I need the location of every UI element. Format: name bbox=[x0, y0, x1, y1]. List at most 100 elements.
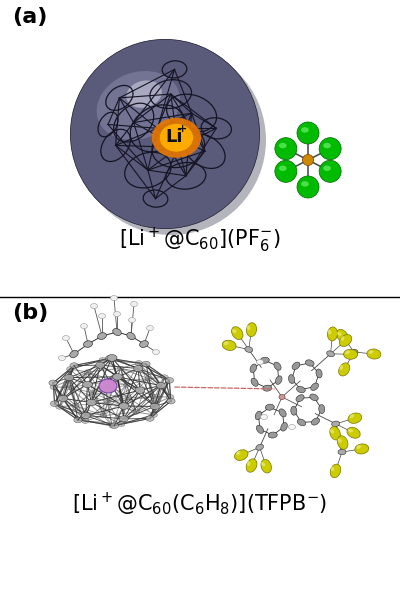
Ellipse shape bbox=[246, 459, 257, 472]
Text: $\mathregular{[Li^+@C_{60}](PF_6^{-})}$: $\mathregular{[Li^+@C_{60}](PF_6^{-})}$ bbox=[119, 225, 281, 255]
Ellipse shape bbox=[260, 414, 268, 419]
Ellipse shape bbox=[260, 357, 269, 364]
Ellipse shape bbox=[81, 412, 90, 419]
Ellipse shape bbox=[65, 375, 74, 381]
Ellipse shape bbox=[76, 45, 266, 235]
Ellipse shape bbox=[126, 80, 162, 108]
Ellipse shape bbox=[74, 417, 82, 423]
Ellipse shape bbox=[99, 357, 106, 362]
Ellipse shape bbox=[261, 460, 272, 473]
Ellipse shape bbox=[330, 464, 341, 478]
Ellipse shape bbox=[96, 362, 105, 368]
Ellipse shape bbox=[50, 401, 59, 406]
Ellipse shape bbox=[159, 124, 194, 152]
Ellipse shape bbox=[156, 382, 165, 389]
Ellipse shape bbox=[145, 376, 152, 381]
Ellipse shape bbox=[288, 375, 295, 384]
Ellipse shape bbox=[279, 143, 287, 148]
Ellipse shape bbox=[331, 466, 334, 471]
Ellipse shape bbox=[49, 380, 57, 386]
Ellipse shape bbox=[350, 414, 354, 418]
Ellipse shape bbox=[297, 176, 319, 198]
Ellipse shape bbox=[296, 386, 305, 393]
Ellipse shape bbox=[274, 362, 281, 370]
Ellipse shape bbox=[296, 395, 304, 401]
Ellipse shape bbox=[72, 403, 79, 408]
Ellipse shape bbox=[256, 359, 264, 365]
Ellipse shape bbox=[279, 395, 285, 400]
Ellipse shape bbox=[127, 332, 135, 340]
Ellipse shape bbox=[90, 304, 98, 308]
Ellipse shape bbox=[86, 399, 96, 406]
Text: +: + bbox=[178, 124, 187, 134]
Ellipse shape bbox=[355, 444, 369, 454]
Ellipse shape bbox=[268, 432, 277, 438]
Ellipse shape bbox=[247, 461, 250, 466]
Text: $\mathregular{[Li^+@C_{60}(C_6H_8)](TFPB^{-})}$: $\mathregular{[Li^+@C_{60}(C_6H_8)](TFPB… bbox=[72, 490, 328, 518]
Ellipse shape bbox=[50, 384, 58, 389]
Ellipse shape bbox=[140, 341, 148, 348]
Ellipse shape bbox=[246, 323, 256, 337]
Ellipse shape bbox=[66, 385, 72, 389]
Ellipse shape bbox=[281, 422, 287, 431]
Ellipse shape bbox=[305, 360, 314, 366]
Ellipse shape bbox=[336, 329, 348, 342]
Ellipse shape bbox=[297, 122, 319, 144]
Ellipse shape bbox=[337, 436, 348, 449]
Ellipse shape bbox=[332, 421, 340, 427]
Ellipse shape bbox=[133, 410, 140, 414]
Ellipse shape bbox=[347, 427, 360, 438]
Ellipse shape bbox=[135, 360, 142, 365]
Ellipse shape bbox=[328, 327, 338, 341]
Ellipse shape bbox=[114, 312, 120, 316]
Ellipse shape bbox=[70, 363, 78, 368]
Ellipse shape bbox=[80, 324, 88, 329]
Ellipse shape bbox=[118, 422, 125, 427]
Ellipse shape bbox=[67, 367, 74, 371]
Ellipse shape bbox=[275, 160, 297, 182]
Ellipse shape bbox=[119, 416, 128, 422]
Ellipse shape bbox=[340, 365, 343, 370]
Ellipse shape bbox=[232, 327, 243, 340]
Ellipse shape bbox=[117, 366, 124, 371]
Ellipse shape bbox=[368, 350, 373, 354]
Ellipse shape bbox=[291, 406, 297, 415]
Ellipse shape bbox=[110, 296, 118, 300]
Ellipse shape bbox=[106, 356, 114, 361]
Ellipse shape bbox=[330, 429, 334, 433]
Ellipse shape bbox=[323, 143, 331, 148]
Ellipse shape bbox=[356, 445, 361, 449]
Ellipse shape bbox=[338, 438, 342, 442]
Ellipse shape bbox=[339, 363, 350, 376]
Ellipse shape bbox=[234, 450, 248, 460]
Ellipse shape bbox=[256, 425, 264, 433]
Ellipse shape bbox=[104, 400, 110, 405]
Ellipse shape bbox=[344, 349, 358, 359]
Ellipse shape bbox=[167, 398, 175, 404]
Ellipse shape bbox=[142, 361, 150, 367]
Ellipse shape bbox=[134, 365, 143, 371]
Ellipse shape bbox=[146, 326, 154, 330]
Ellipse shape bbox=[311, 383, 318, 390]
Ellipse shape bbox=[339, 335, 352, 346]
Ellipse shape bbox=[109, 424, 115, 428]
Ellipse shape bbox=[328, 329, 331, 334]
Ellipse shape bbox=[367, 349, 381, 359]
Ellipse shape bbox=[107, 354, 117, 361]
Ellipse shape bbox=[82, 419, 89, 424]
Ellipse shape bbox=[222, 340, 236, 351]
Ellipse shape bbox=[292, 362, 300, 370]
Ellipse shape bbox=[301, 181, 309, 187]
Ellipse shape bbox=[84, 341, 92, 348]
Ellipse shape bbox=[100, 414, 107, 418]
Ellipse shape bbox=[59, 395, 68, 401]
Ellipse shape bbox=[70, 39, 260, 229]
Text: (a): (a) bbox=[12, 7, 47, 27]
Ellipse shape bbox=[288, 425, 296, 430]
Ellipse shape bbox=[247, 325, 250, 330]
Ellipse shape bbox=[165, 378, 174, 383]
Ellipse shape bbox=[124, 383, 130, 387]
Ellipse shape bbox=[350, 349, 358, 355]
Text: (b): (b) bbox=[12, 303, 48, 323]
Ellipse shape bbox=[337, 332, 342, 336]
